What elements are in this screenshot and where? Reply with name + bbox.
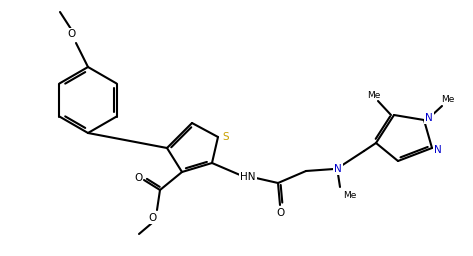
Text: N: N (425, 113, 433, 123)
Text: O: O (67, 29, 75, 39)
Text: O: O (148, 213, 156, 223)
Text: HN: HN (240, 172, 256, 182)
Text: Me: Me (441, 95, 455, 104)
Text: O: O (276, 208, 284, 218)
Text: N: N (434, 145, 442, 155)
Text: Me: Me (368, 91, 381, 100)
Text: N: N (334, 164, 342, 174)
Text: O: O (134, 173, 142, 183)
Text: S: S (223, 132, 229, 142)
Text: Me: Me (343, 190, 356, 199)
